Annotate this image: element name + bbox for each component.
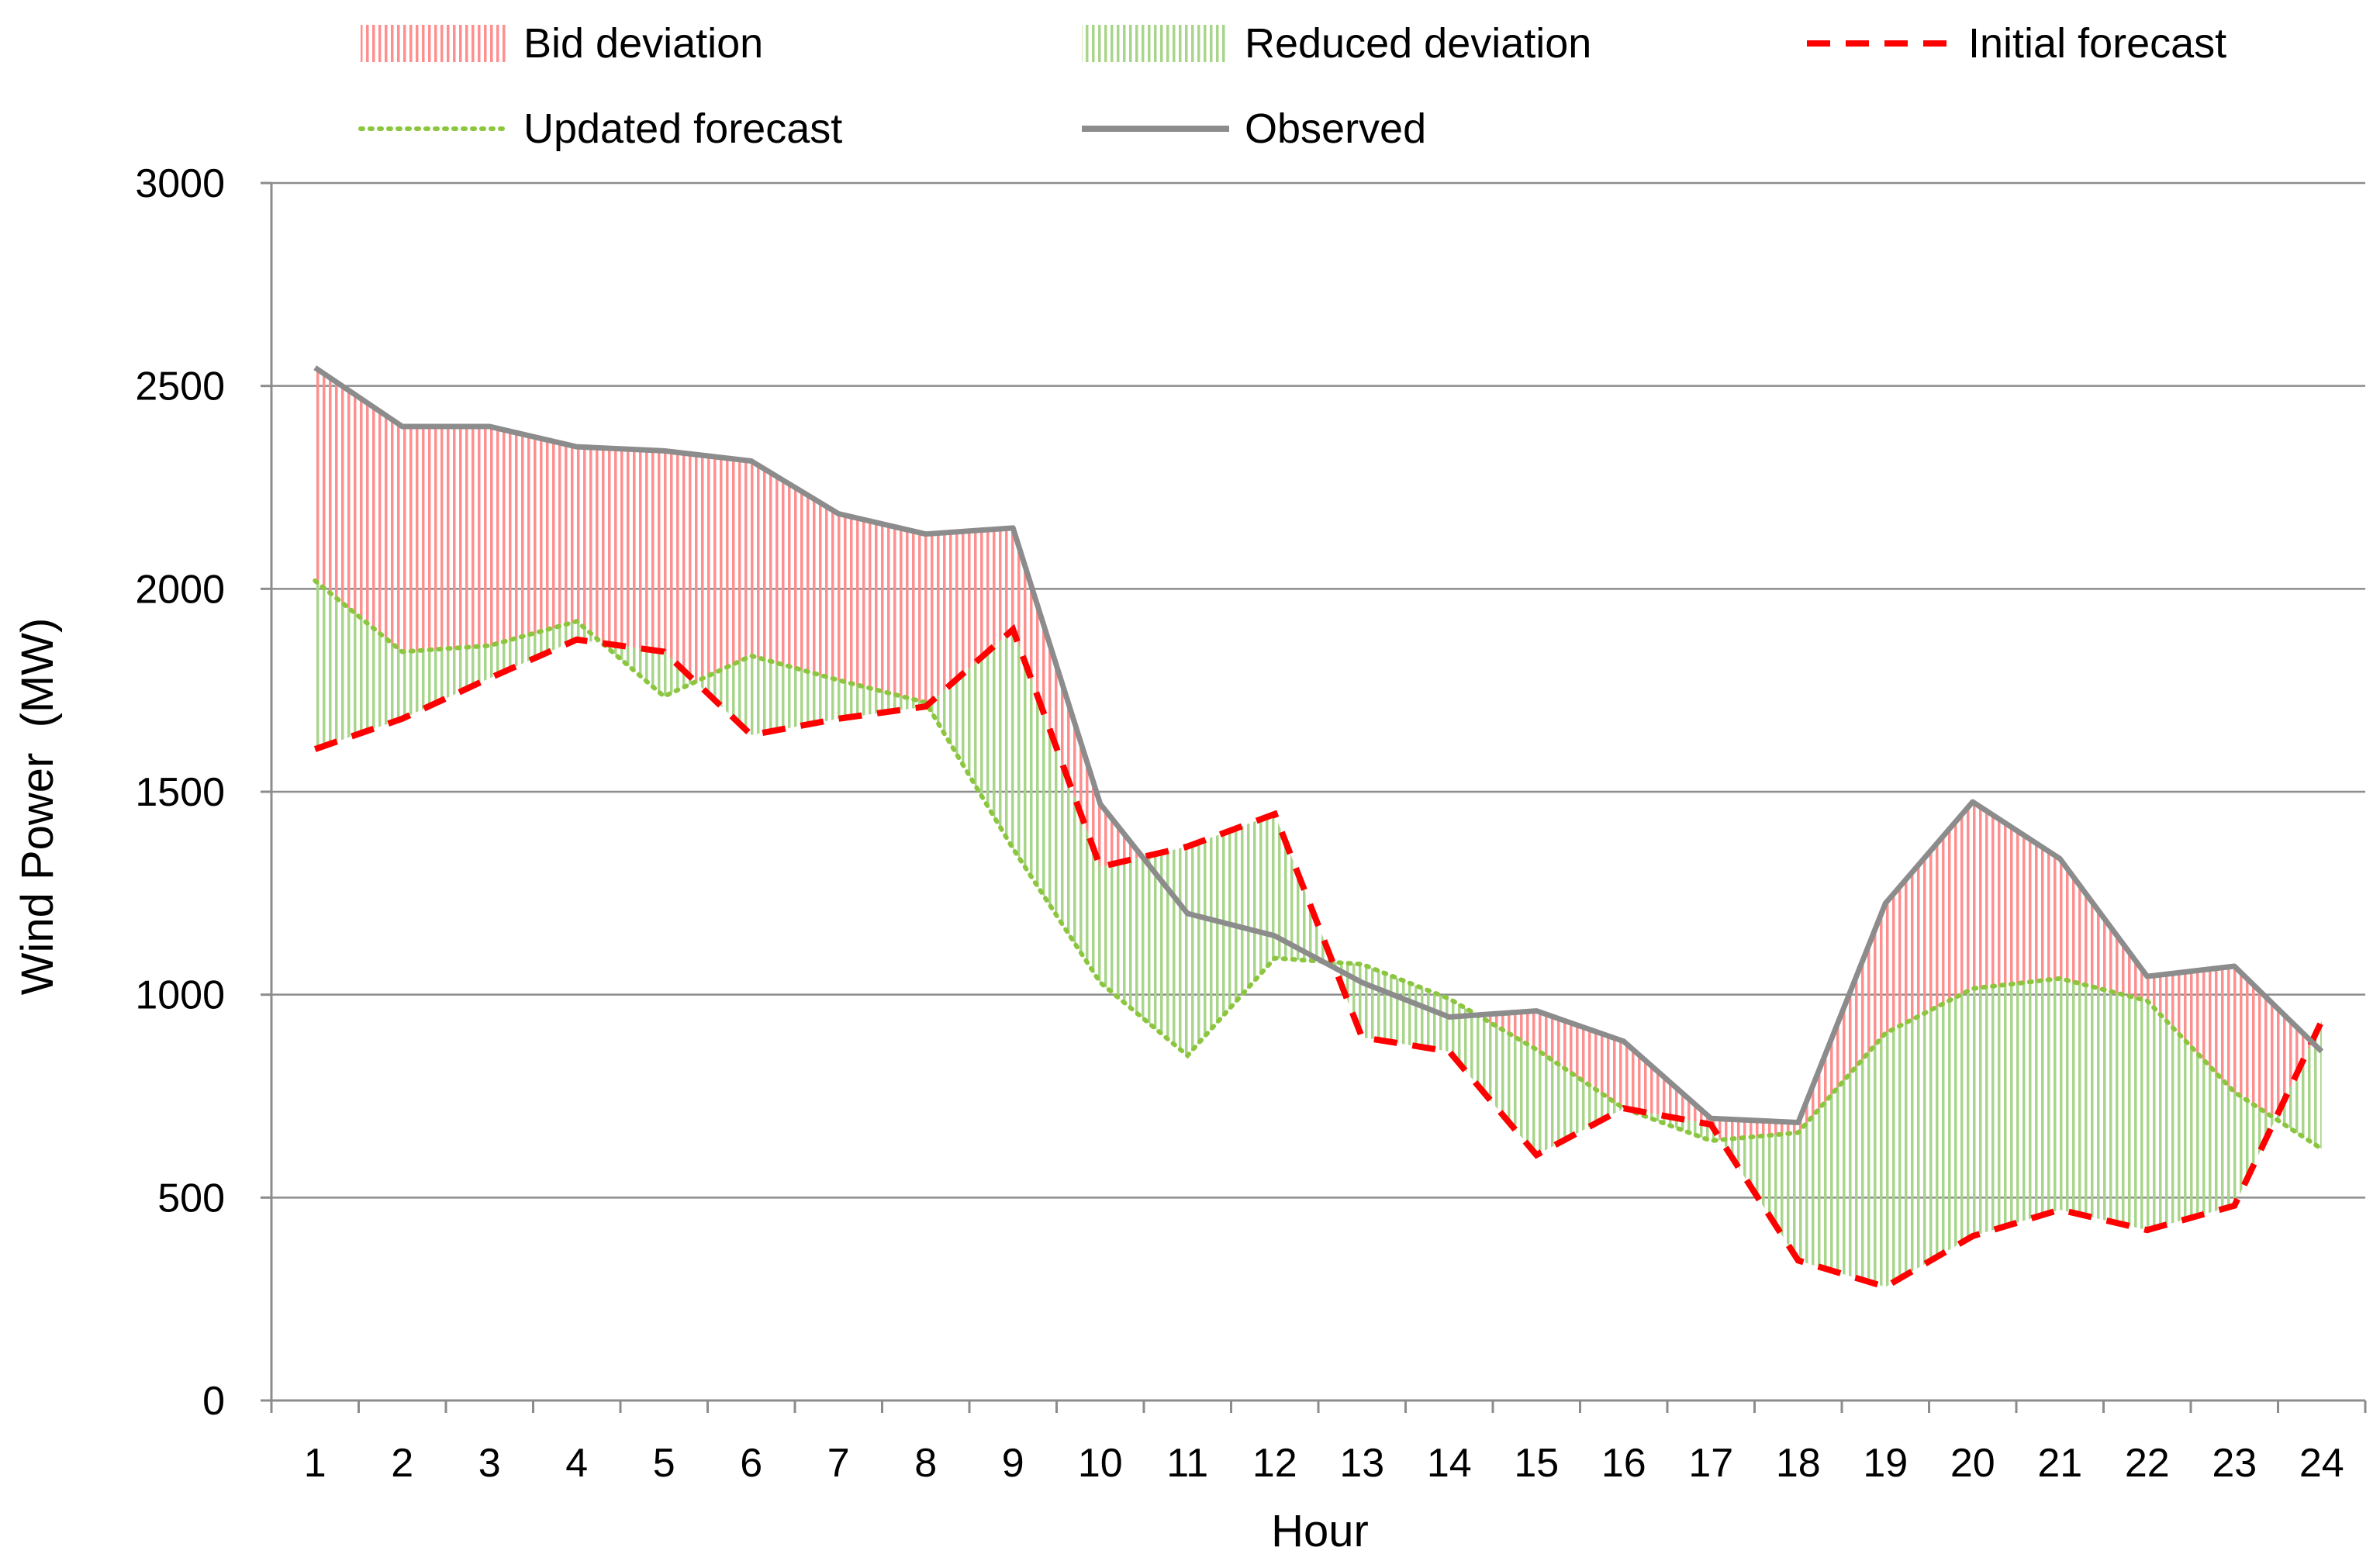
legend-item-updated-forecast: Updated forecast (358, 105, 842, 152)
x-tick-label: 8 (914, 1441, 937, 1486)
x-tick-label: 12 (1252, 1441, 1297, 1486)
legend-label-initial-forecast: Initial forecast (1968, 20, 2226, 67)
legend-swatch-reduced-deviation (1082, 25, 1225, 62)
x-tick-label: 19 (1863, 1441, 1908, 1486)
y-tick-label: 500 (157, 1176, 225, 1221)
x-axis-title: Hour (1271, 1506, 1369, 1556)
x-tick-label: 7 (827, 1441, 850, 1486)
x-tick-label: 16 (1601, 1441, 1646, 1486)
x-tick-label: 24 (2299, 1441, 2344, 1486)
x-tick-label: 3 (478, 1441, 501, 1486)
series-line-initial-forecast (313, 623, 2325, 1290)
x-tick-label: 22 (2125, 1441, 2170, 1486)
legend-label-observed: Observed (1245, 105, 1426, 152)
x-tick-label: 2 (391, 1441, 413, 1486)
y-tick-label: 1000 (135, 973, 225, 1018)
deviation-areas (315, 368, 2322, 1287)
y-tick-label: 2000 (135, 567, 225, 612)
x-tick-label: 9 (1002, 1441, 1024, 1486)
y-tick-label: 1500 (135, 770, 225, 815)
x-tick-label: 17 (1688, 1441, 1733, 1486)
legend-swatch-bid-deviation (361, 25, 508, 62)
legend-item-observed: Observed (1082, 105, 1426, 152)
x-tick-label: 15 (1514, 1441, 1559, 1486)
legend-item-reduced-deviation: Reduced deviation (1082, 20, 1591, 67)
x-tick-label: 14 (1427, 1441, 1472, 1486)
legend-label-reduced-deviation: Reduced deviation (1245, 20, 1591, 67)
x-tick-label: 11 (1166, 1441, 1208, 1486)
x-tick-label: 20 (1950, 1441, 1995, 1486)
x-tick-label: 6 (740, 1441, 762, 1486)
y-axis-ticks: 0 500 1000 1500 2000 2500 3000 (135, 161, 271, 1424)
y-axis-title: Wind Power (MW) (12, 618, 63, 996)
legend-label-updated-forecast: Updated forecast (523, 105, 842, 152)
area-reduced-deviation (315, 580, 2322, 1287)
x-tick-label: 13 (1339, 1441, 1384, 1486)
x-tick-label: 18 (1776, 1441, 1821, 1486)
x-tick-label: 5 (653, 1441, 675, 1486)
y-tick-label: 2500 (135, 364, 225, 409)
legend-item-bid-deviation: Bid deviation (361, 20, 763, 67)
area-bid-deviation (315, 368, 2322, 1287)
x-axis-ticks: 1 2 3 4 5 6 7 8 9 10 11 12 13 14 15 16 17 18 19 20 21 22 23 24 (270, 1400, 2367, 1486)
x-tick-label: 21 (2037, 1441, 2082, 1486)
legend-label-bid-deviation: Bid deviation (523, 20, 763, 67)
x-tick-label: 23 (2212, 1441, 2257, 1486)
y-tick-label: 3000 (135, 161, 225, 206)
x-tick-label: 10 (1078, 1441, 1123, 1486)
x-tick-label: 4 (565, 1441, 588, 1486)
series-line-observed (313, 365, 2324, 1126)
y-tick-label: 0 (202, 1379, 225, 1424)
series-lines (313, 365, 2325, 1290)
legend: Bid deviation Reduced deviation Initial … (358, 20, 2226, 152)
x-tick-label: 1 (304, 1441, 326, 1486)
legend-item-initial-forecast: Initial forecast (1807, 20, 2226, 67)
